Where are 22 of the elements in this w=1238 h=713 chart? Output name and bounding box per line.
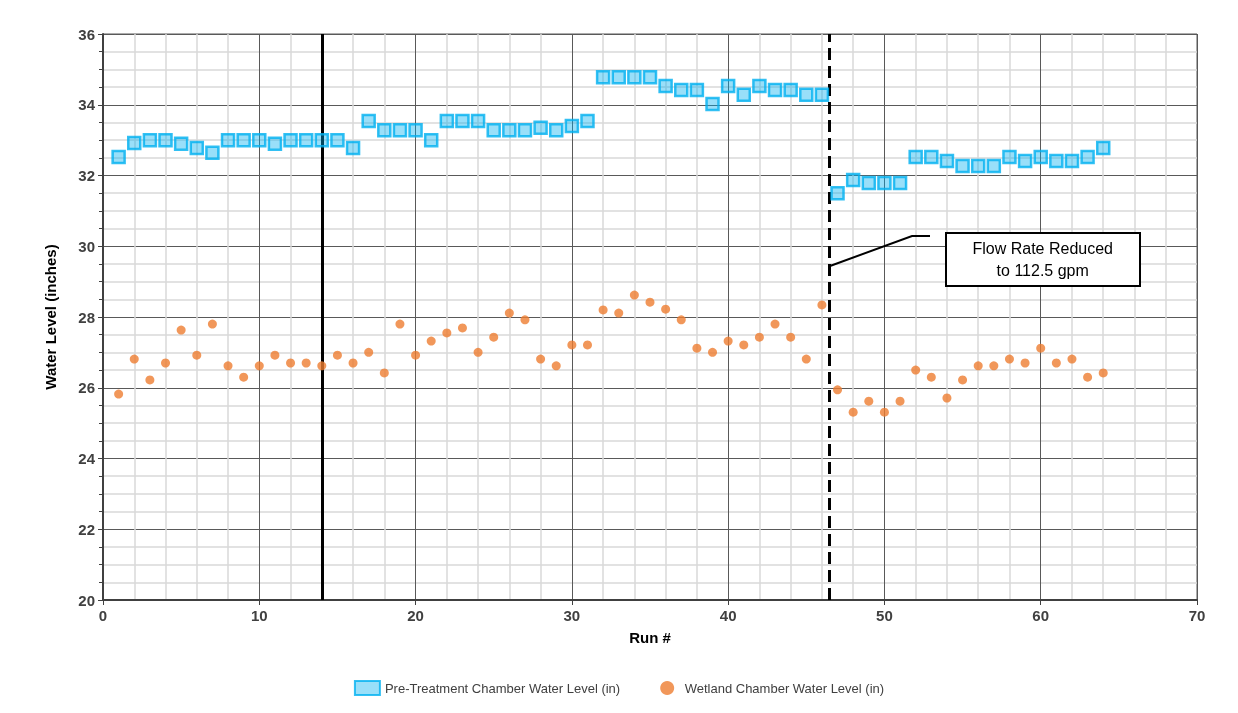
y-tick-label: 36 <box>78 25 95 43</box>
x-tick-label: 20 <box>407 607 424 624</box>
y-tick-label: 30 <box>78 237 95 255</box>
y-tick-label: 26 <box>78 379 95 397</box>
legend-label: Pre-Treatment Chamber Water Level (in) <box>384 680 621 696</box>
y-tick-label: 32 <box>78 167 95 184</box>
x-tick-label: 60 <box>1032 607 1050 624</box>
x-axis-title: Run # <box>629 629 672 646</box>
x-tick-label: 0 <box>98 607 108 624</box>
x-tick-label: 40 <box>719 607 737 624</box>
y-tick-label: 22 <box>78 520 95 538</box>
legend-label: Wetland Chamber Water Level (in) <box>684 680 885 696</box>
x-tick-label: 30 <box>563 607 581 624</box>
y-tick-label: 20 <box>78 591 95 609</box>
x-tick-label: 10 <box>250 607 268 624</box>
y-tick-label: 24 <box>78 450 96 467</box>
y-tick-label: 28 <box>78 308 95 326</box>
callout-box: Flow Rate Reduced to 112.5 gpm <box>944 232 1141 288</box>
x-tick-label: 70 <box>1188 607 1206 624</box>
y-tick-label: 34 <box>78 96 96 114</box>
y-axis-title: Water Level (inches) <box>42 244 59 390</box>
x-tick-label: 50 <box>876 607 893 624</box>
